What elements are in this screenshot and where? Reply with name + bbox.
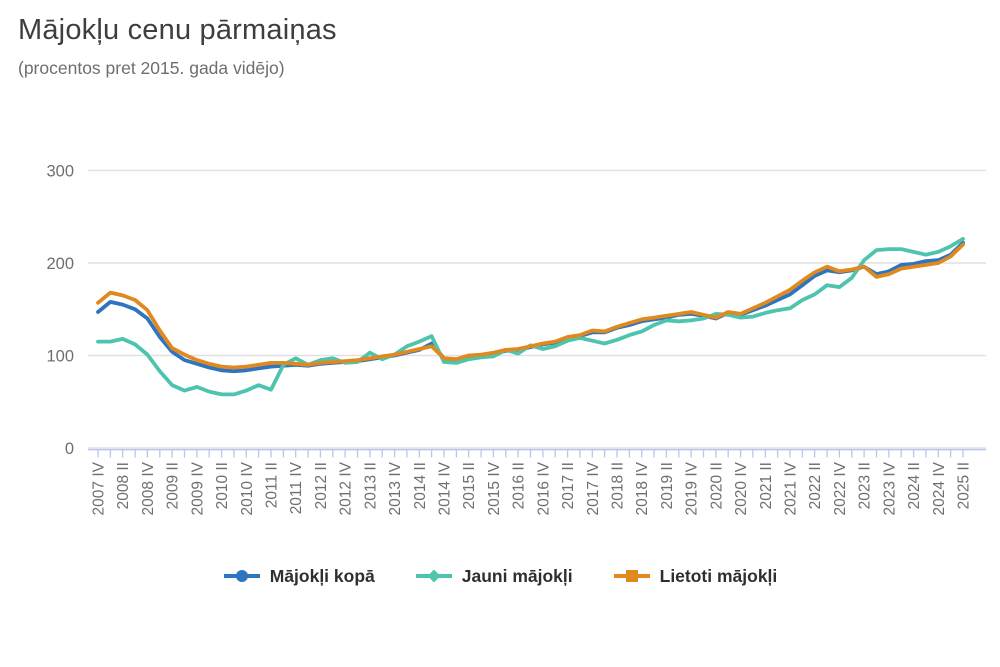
x-axis-label: 2013 IV <box>387 461 404 515</box>
x-axis-label: 2009 IV <box>189 461 206 515</box>
x-axis-label: 2019 II <box>659 462 676 509</box>
x-axis-label: 2016 II <box>511 462 528 509</box>
legend-item-used[interactable]: Lietoti mājokļi <box>613 565 778 587</box>
y-axis-label: 100 <box>46 348 74 366</box>
x-axis-label: 2008 IV <box>140 461 157 515</box>
diamond-marker-icon <box>415 569 452 583</box>
x-axis-label: 2015 IV <box>486 461 503 515</box>
x-axis-label: 2024 II <box>906 462 923 509</box>
legend-item-total[interactable]: Mājokļi kopā <box>223 566 375 587</box>
legend-label-total: Mājokļi kopā <box>269 565 375 586</box>
x-axis-label: 2023 IV <box>881 461 898 515</box>
y-axis-label: 200 <box>46 255 74 273</box>
y-axis-label: 0 <box>65 440 74 458</box>
x-axis-label: 2012 II <box>313 462 330 509</box>
x-axis-label: 2021 II <box>758 462 775 509</box>
x-axis-label: 2025 II <box>956 462 973 509</box>
x-axis-label: 2019 IV <box>684 461 701 515</box>
x-axis-label: 2010 II <box>214 462 231 509</box>
x-axis-label: 2012 IV <box>338 461 355 515</box>
x-axis-label: 2011 II <box>264 462 281 508</box>
x-axis-label: 2007 IV <box>91 461 108 515</box>
x-axis-label: 2013 II <box>362 462 379 509</box>
x-axis-label: 2016 IV <box>535 461 552 515</box>
x-axis-label: 2022 II <box>807 462 824 509</box>
x-axis-label: 2014 IV <box>437 461 454 515</box>
x-axis-label: 2020 IV <box>733 461 750 515</box>
x-axis-label: 2022 IV <box>832 461 849 515</box>
square-marker-icon <box>613 570 650 582</box>
circle-marker-icon <box>223 570 260 582</box>
legend-label-used: Lietoti mājokļi <box>659 565 778 586</box>
x-axis-label: 2024 IV <box>931 461 948 515</box>
x-axis-label: 2017 II <box>560 462 577 509</box>
x-axis-label: 2015 II <box>461 462 478 509</box>
legend-item-new[interactable]: Jauni mājokļi <box>415 566 573 587</box>
x-axis-label: 2017 IV <box>585 461 602 515</box>
x-axis-label: 2020 II <box>708 462 725 509</box>
chart-legend: Mājokļi kopā Jauni mājokļi Lietoti mājok… <box>0 557 1000 595</box>
series-line-total <box>96 240 965 374</box>
x-axis-label: 2023 II <box>857 462 874 509</box>
page-title: Mājokļu cenu pārmaiņas <box>18 14 337 46</box>
x-axis-label: 2008 II <box>115 462 132 509</box>
y-axis-label: 300 <box>46 163 74 181</box>
x-axis-label: 2014 II <box>412 462 429 509</box>
x-axis-label: 2018 IV <box>634 461 651 515</box>
x-axis-label: 2018 II <box>610 462 627 509</box>
x-axis-label: 2021 IV <box>783 461 800 515</box>
x-axis-label: 2011 IV <box>288 461 305 514</box>
x-axis-label: 2009 II <box>165 462 182 509</box>
legend-label-new: Jauni mājokļi <box>461 565 573 586</box>
series-line-used <box>96 242 965 370</box>
chart-subtitle: (procentos pret 2015. gada vidējo) <box>18 58 285 78</box>
x-axis-label: 2010 IV <box>239 461 256 515</box>
